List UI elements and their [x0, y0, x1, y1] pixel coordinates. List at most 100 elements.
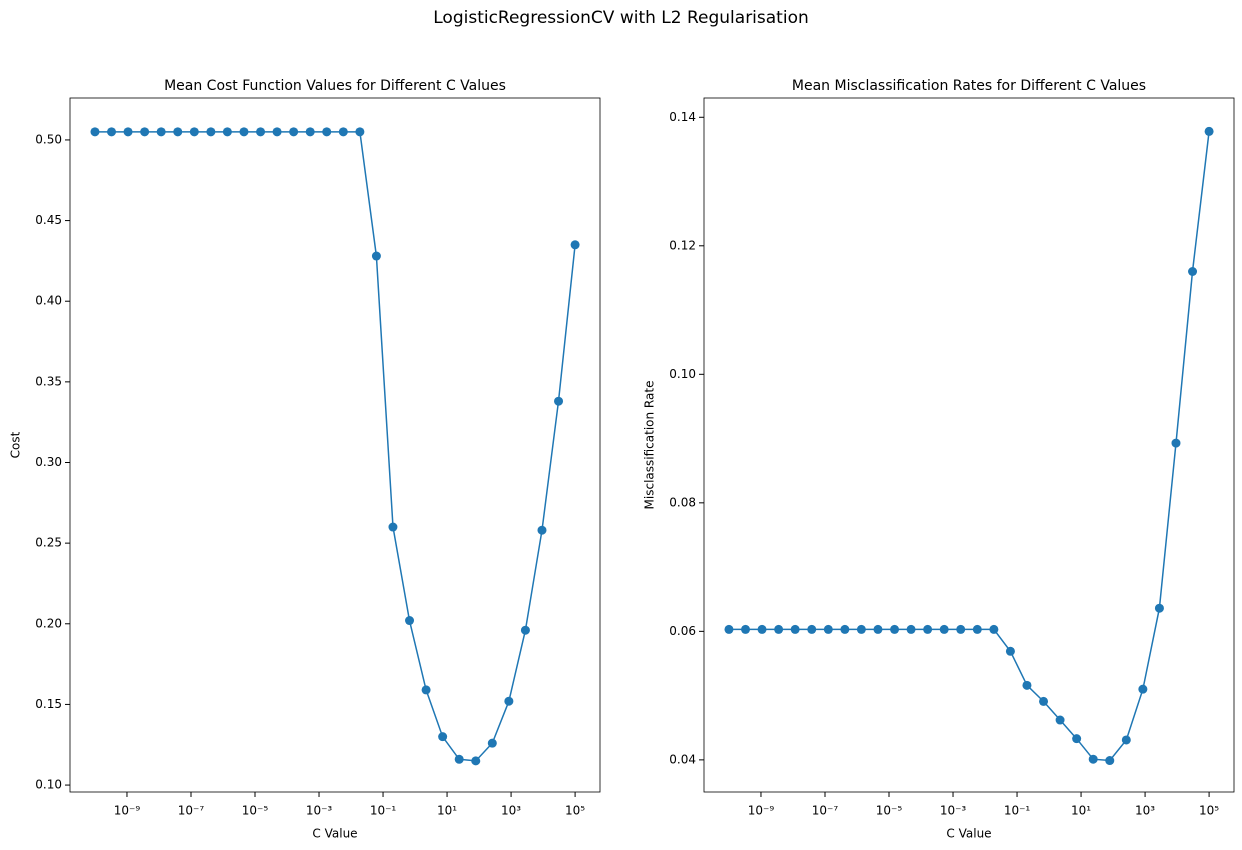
marker [554, 396, 564, 406]
y-tick-label: 0.15 [35, 697, 62, 711]
x-axis-label: C Value [312, 827, 357, 841]
x-tick-label: 10¹ [1071, 804, 1091, 818]
marker [239, 127, 249, 137]
marker [1072, 734, 1082, 744]
marker [972, 624, 982, 634]
marker [939, 624, 949, 634]
marker [272, 127, 282, 137]
x-tick-label: 10³ [501, 804, 521, 818]
marker [107, 127, 117, 137]
marker [1171, 438, 1181, 448]
line [95, 131, 576, 762]
y-tick-label: 0.12 [669, 238, 696, 252]
marker [504, 696, 514, 706]
y-tick-label: 0.10 [35, 778, 62, 792]
marker [1204, 126, 1214, 136]
marker [823, 624, 833, 634]
marker [1105, 756, 1115, 766]
marker [956, 624, 966, 634]
marker [537, 525, 547, 535]
marker [923, 624, 933, 634]
x-tick-label: 10⁻⁹ [114, 804, 141, 818]
marker [840, 624, 850, 634]
subplot-title: Mean Cost Function Values for Different … [164, 78, 506, 94]
marker [1005, 646, 1015, 656]
x-tick-label: 10³ [1135, 804, 1155, 818]
marker [338, 127, 348, 137]
marker [156, 127, 166, 137]
x-tick-label: 10⁻¹ [370, 804, 397, 818]
y-axis-label: Misclassification Rate [643, 381, 657, 510]
x-tick-label: 10⁵ [1199, 804, 1219, 818]
x-tick-label: 10⁻⁷ [178, 804, 205, 818]
x-tick-label: 10¹ [437, 804, 457, 818]
marker [989, 624, 999, 634]
y-axis-label: Cost [9, 431, 23, 458]
marker [405, 616, 415, 626]
y-tick-label: 0.04 [669, 752, 696, 766]
x-tick-label: 10⁻⁷ [812, 804, 839, 818]
y-tick-label: 0.25 [35, 536, 62, 550]
x-tick-label: 10⁻⁵ [876, 804, 903, 818]
marker [222, 127, 232, 137]
marker [906, 624, 916, 634]
marker [322, 127, 332, 137]
y-tick-label: 0.08 [669, 495, 696, 509]
line [729, 131, 1210, 762]
marker [355, 127, 365, 137]
y-tick-label: 0.06 [669, 624, 696, 638]
y-tick-label: 0.30 [35, 455, 62, 469]
marker [305, 127, 315, 137]
x-tick-label: 10⁵ [565, 804, 585, 818]
axes-frame [703, 97, 1235, 793]
marker [790, 624, 800, 634]
marker [371, 251, 381, 261]
marker [1138, 684, 1148, 694]
y-tick-label: 0.40 [35, 294, 62, 308]
y-tick-label: 0.50 [35, 132, 62, 146]
marker [421, 685, 431, 695]
marker [454, 754, 464, 764]
marker [1188, 267, 1198, 276]
marker [724, 624, 734, 634]
y-tick-label: 0.35 [35, 374, 62, 388]
x-tick-label: 10⁻³ [306, 804, 333, 818]
axes-frame [69, 97, 601, 793]
marker [471, 756, 481, 766]
marker [438, 732, 448, 742]
subplot-title: Mean Misclassification Rates for Differe… [792, 78, 1146, 94]
y-tick-label: 0.45 [35, 213, 62, 227]
marker [890, 624, 900, 634]
marker [520, 625, 530, 635]
marker [1088, 754, 1098, 764]
y-tick-label: 0.14 [669, 110, 696, 124]
marker [1022, 680, 1032, 690]
marker [173, 127, 183, 137]
marker [774, 624, 784, 634]
marker [1039, 696, 1049, 706]
marker [757, 624, 767, 634]
marker [90, 127, 100, 137]
marker [570, 240, 580, 250]
y-tick-label: 0.20 [35, 616, 62, 630]
marker [1154, 603, 1164, 613]
marker [206, 127, 216, 137]
x-tick-label: 10⁻⁹ [748, 804, 775, 818]
x-tick-label: 10⁻⁵ [242, 804, 269, 818]
y-tick-label: 0.10 [669, 367, 696, 381]
marker [487, 738, 497, 748]
x-axis-label: C Value [946, 827, 991, 841]
x-tick-label: 10⁻¹ [1004, 804, 1031, 818]
marker [1121, 735, 1131, 745]
marker [873, 624, 883, 634]
marker [856, 624, 866, 634]
figure-title: LogisticRegressionCV with L2 Regularisat… [433, 8, 809, 28]
marker [388, 522, 398, 532]
marker [140, 127, 150, 137]
marker [1055, 715, 1065, 725]
marker [189, 127, 199, 137]
x-tick-label: 10⁻³ [940, 804, 967, 818]
marker [123, 127, 133, 137]
marker [807, 624, 817, 634]
